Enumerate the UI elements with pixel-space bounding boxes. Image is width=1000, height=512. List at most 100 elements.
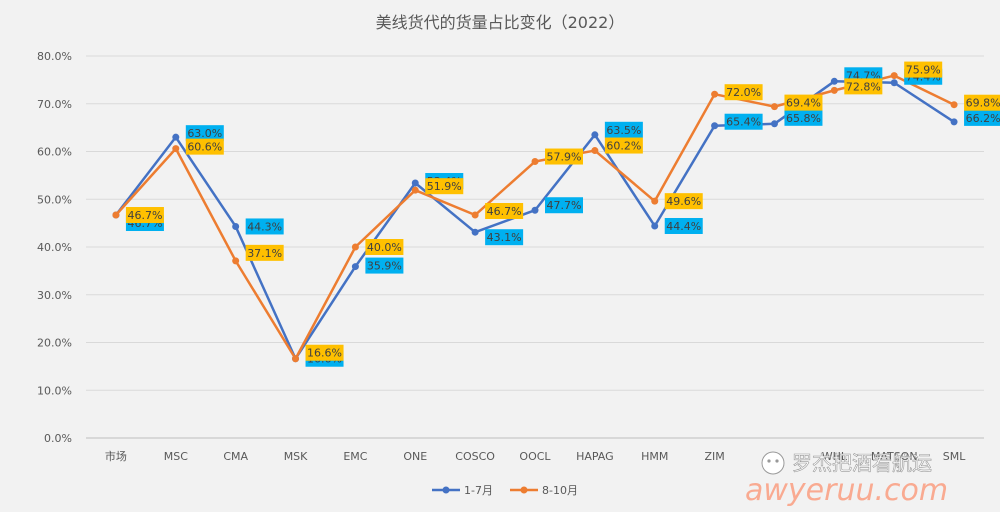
data-point: [232, 257, 240, 265]
data-label: 35.9%: [367, 260, 402, 273]
y-tick-label: 50.0%: [37, 193, 72, 206]
data-label-box: [604, 121, 643, 138]
data-point: [950, 118, 958, 126]
data-point: [890, 72, 898, 80]
x-tick-label: MATSON: [871, 450, 918, 463]
data-label: 63.0%: [187, 127, 222, 140]
data-label-box: [844, 78, 883, 95]
data-label-box: [425, 178, 464, 195]
legend-label[interactable]: 1-7月: [464, 484, 493, 497]
data-label-box: [664, 217, 703, 234]
data-label: 75.9%: [906, 64, 941, 77]
data-label-box: [784, 94, 823, 111]
data-point: [471, 228, 479, 236]
data-label-box: [185, 125, 224, 142]
data-label-box: [485, 229, 524, 246]
x-tick-label: MSK: [284, 450, 308, 463]
data-point: [531, 158, 539, 166]
y-tick-label: 60.0%: [37, 146, 72, 159]
data-label: 40.0%: [367, 241, 402, 254]
watermark-text: 罗杰把酒看航运: [792, 451, 932, 475]
data-point: [591, 147, 599, 155]
data-label-box: [904, 61, 943, 78]
x-tick-label: ZIM: [704, 450, 724, 463]
data-label: 65.4%: [726, 116, 761, 129]
data-point: [112, 211, 120, 219]
data-point: [711, 122, 719, 130]
data-label: 72.8%: [846, 80, 881, 93]
x-tick-label: HAPAG: [576, 450, 614, 463]
data-point: [711, 90, 719, 98]
data-label-box: [125, 207, 164, 224]
data-point: [232, 222, 240, 230]
x-tick-label: MSC: [164, 450, 188, 463]
data-label: 46.7%: [127, 209, 162, 222]
data-label: 69.8%: [966, 97, 1000, 110]
data-label: 51.9%: [427, 180, 462, 193]
data-point: [351, 263, 359, 271]
data-label-box: [545, 197, 583, 214]
data-label-box: [485, 203, 524, 220]
x-axis: 市场 MSC CMA MSK EMC ONE COSCO OOCL HAPAG HMM ZIM WHL…: [105, 449, 966, 463]
data-point: [830, 77, 838, 85]
data-point: [651, 197, 659, 205]
data-label: 37.1%: [247, 247, 282, 260]
data-point: [651, 222, 659, 230]
data-point: [770, 120, 778, 128]
x-tick-label: SML: [943, 450, 966, 463]
data-point: [172, 133, 180, 141]
data-label-box: [545, 148, 583, 165]
legend-marker: [442, 486, 450, 494]
x-tick-label: 市场: [105, 449, 127, 463]
y-tick-label: 20.0%: [37, 337, 72, 350]
x-tick-label: CMA: [223, 450, 248, 463]
data-label: 43.1%: [487, 231, 522, 244]
data-label: 44.4%: [666, 220, 701, 233]
legend[interactable]: 1-7月 8-10月: [432, 484, 578, 497]
y-tick-label: 0.0%: [44, 432, 72, 445]
data-point: [890, 79, 898, 87]
y-tick-label: 30.0%: [37, 289, 72, 302]
x-tick-label: EMC: [343, 450, 367, 463]
data-label: 72.0%: [726, 86, 761, 99]
watermark: 罗杰把酒看航运 awyeruu.com: [745, 451, 948, 508]
data-label: 66.2%: [966, 112, 1000, 125]
data-label-box: [964, 109, 1000, 126]
data-label: 46.7%: [487, 205, 522, 218]
data-point: [830, 86, 838, 94]
x-tick-label: COSCO: [455, 450, 495, 463]
watermark-url: awyeruu.com: [745, 473, 948, 508]
data-label: 16.6%: [307, 347, 342, 360]
y-tick-label: 70.0%: [37, 98, 72, 111]
wechat-icon: [761, 451, 785, 475]
data-label: 49.6%: [666, 195, 701, 208]
data-label: 57.9%: [547, 151, 582, 164]
data-label-box: [185, 138, 224, 155]
data-label: 44.3%: [247, 220, 282, 233]
data-point: [351, 243, 359, 251]
data-label-box: [784, 109, 823, 126]
data-point: [770, 103, 778, 111]
data-labels: 46.7%63.0%44.3%16.6%35.9%53.4%43.1%47.7%…: [125, 61, 1000, 367]
y-tick-label: 80.0%: [37, 50, 72, 63]
data-point: [531, 206, 539, 214]
legend-label[interactable]: 8-10月: [542, 484, 578, 497]
data-label: 47.7%: [547, 199, 582, 212]
data-label-box: [245, 244, 284, 261]
data-label-box: [964, 94, 1000, 111]
data-label-box: [724, 113, 763, 130]
legend-marker: [520, 486, 528, 494]
y-tick-label: 40.0%: [37, 241, 72, 254]
data-point: [292, 355, 300, 363]
data-label: 60.2%: [606, 140, 641, 153]
x-tick-label: OOCL: [519, 450, 551, 463]
data-label-box: [664, 193, 703, 210]
gridlines: [86, 55, 984, 439]
data-label-box: [245, 218, 284, 235]
data-point: [411, 179, 419, 187]
data-label: 60.6%: [187, 141, 222, 154]
data-label-box: [724, 84, 763, 101]
x-tick-label: ONE: [403, 450, 427, 463]
